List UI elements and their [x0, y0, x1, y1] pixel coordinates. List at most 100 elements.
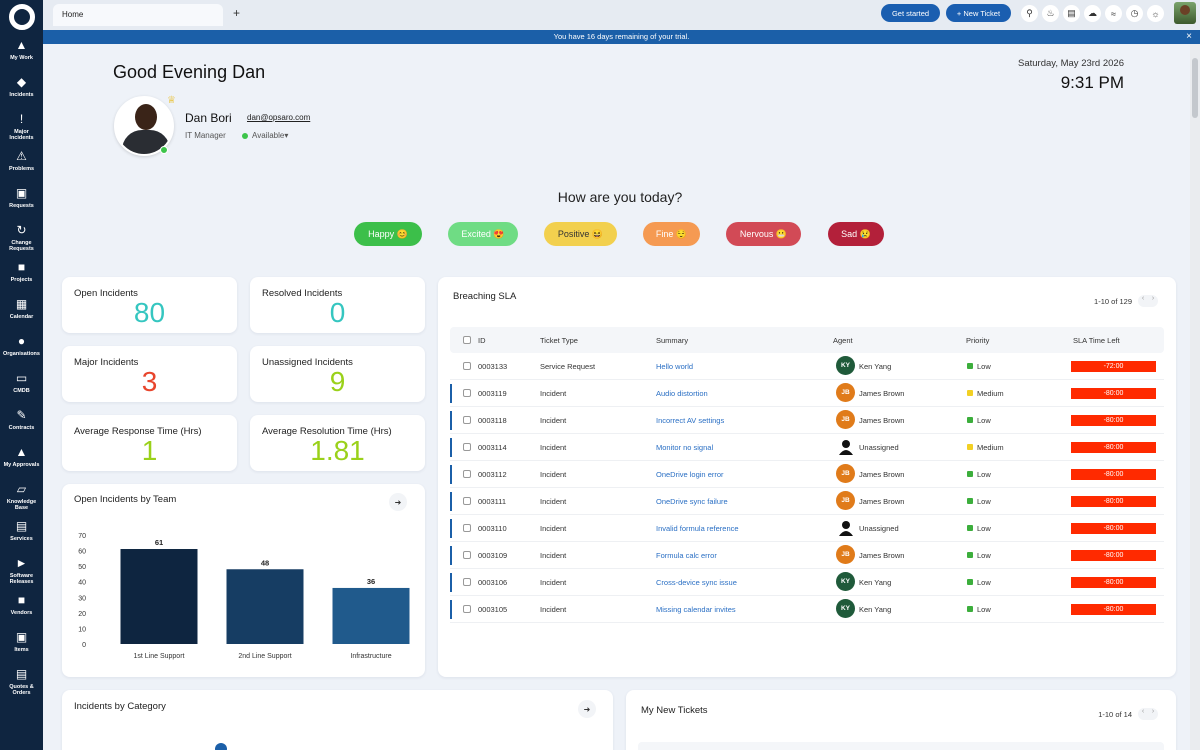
row-checkbox[interactable]: [463, 389, 471, 397]
ticket-id: 0003118: [478, 416, 507, 425]
search-icon[interactable]: ⚲: [1021, 5, 1038, 22]
row-checkbox[interactable]: [463, 497, 471, 505]
table-row[interactable]: 0003105 Incident Missing calendar invites K…: [450, 596, 1164, 623]
row-checkbox[interactable]: [463, 551, 471, 559]
sidebar-item-vendors[interactable]: ■ Vendors: [0, 592, 43, 629]
row-checkbox[interactable]: [463, 524, 471, 532]
clipboard-icon[interactable]: ▤: [1063, 5, 1080, 22]
sidebar-item-my-approvals[interactable]: ▲ My Approvals: [0, 444, 43, 481]
clock-icon[interactable]: ◷: [1126, 5, 1143, 22]
scrollbar[interactable]: [1190, 44, 1200, 750]
sidebar-item-organisations[interactable]: ● Organisations: [0, 333, 43, 370]
sidebar-item-calendar[interactable]: ▦ Calendar: [0, 296, 43, 333]
user-avatar-thumb[interactable]: [1174, 2, 1196, 24]
sidebar-item-requests[interactable]: ▣ Requests: [0, 185, 43, 222]
sidebar-item-change-requests[interactable]: ↻ Change Requests: [0, 222, 43, 259]
mood-button-1[interactable]: Happy 😊: [354, 222, 422, 246]
sidebar-item-incidents[interactable]: ◆ Incidents: [0, 74, 43, 111]
row-checkbox[interactable]: [463, 470, 471, 478]
sidebar-item-my-work[interactable]: ▲ My Work: [0, 37, 43, 74]
ticket-summary-link[interactable]: Monitor no signal: [656, 443, 714, 452]
chevron-right-icon[interactable]: ›: [1151, 708, 1155, 715]
table-row[interactable]: 0003111 Incident OneDrive sync failure JB Ja…: [450, 488, 1164, 515]
stat-card-avg-resolution[interactable]: Average Resolution Time (Hrs) 1.81: [250, 415, 425, 471]
scrollbar-thumb[interactable]: [1192, 58, 1198, 118]
chevron-left-icon[interactable]: ‹: [1141, 708, 1145, 715]
select-all-checkbox[interactable]: [463, 336, 471, 344]
row-checkbox[interactable]: [463, 362, 471, 370]
user-email-link[interactable]: dan@opsaro.com: [247, 113, 311, 122]
mood-button-6[interactable]: Sad 😢: [828, 222, 884, 246]
table-row[interactable]: 0003109 Incident Formula calc error JB James…: [450, 542, 1164, 569]
ticket-summary-link[interactable]: OneDrive login error: [656, 470, 724, 479]
sidebar-item-knowledge-base[interactable]: ▱ Knowledge Base: [0, 481, 43, 518]
ticket-summary-link[interactable]: Cross-device sync issue: [656, 578, 737, 587]
stat-card-resolved-incidents[interactable]: Resolved Incidents 0: [250, 277, 425, 333]
availability-dropdown[interactable]: Available ▾: [242, 131, 288, 140]
column-header[interactable]: ID: [478, 336, 486, 345]
tab-home[interactable]: Home: [53, 4, 223, 26]
bar-infrastructure[interactable]: [332, 587, 410, 644]
sidebar-item-major-incidents[interactable]: ! Major Incidents: [0, 111, 43, 148]
sidebar-item-software-releases[interactable]: ► Software Releases: [0, 555, 43, 592]
stat-card-unassigned-incidents[interactable]: Unassigned Incidents 9: [250, 346, 425, 402]
stat-card-avg-response[interactable]: Average Response Time (Hrs) 1: [62, 415, 237, 471]
lightbulb-icon[interactable]: ☼: [1147, 5, 1164, 22]
row-checkbox[interactable]: [463, 605, 471, 613]
sidebar-item-label: Software Releases: [9, 573, 34, 585]
sidebar-item-label: Change Requests: [9, 240, 34, 252]
column-header[interactable]: Ticket Type: [540, 336, 578, 345]
get-started-button[interactable]: Get started: [881, 4, 940, 22]
chevron-left-icon[interactable]: ‹: [1141, 295, 1145, 302]
bar-2nd-line-support[interactable]: [226, 569, 304, 644]
table-row[interactable]: 0003119 Incident Audio distortion JB James B…: [450, 380, 1164, 407]
pager-nav[interactable]: ‹ ›: [1138, 708, 1158, 720]
sidebar-item-items[interactable]: ▣ Items: [0, 629, 43, 666]
chevron-right-icon[interactable]: ›: [1151, 295, 1155, 302]
sidebar-item-projects[interactable]: ■ Projects: [0, 259, 43, 296]
row-checkbox[interactable]: [463, 416, 471, 424]
table-row[interactable]: 0003112 Incident OneDrive login error JB Jam…: [450, 461, 1164, 488]
ticket-summary-link[interactable]: Missing calendar invites: [656, 605, 736, 614]
ticket-summary-link[interactable]: Hello world: [656, 362, 694, 371]
column-header[interactable]: Summary: [656, 336, 689, 345]
sidebar-item-problems[interactable]: ⚠ Problems: [0, 148, 43, 185]
column-header[interactable]: SLA Time Left: [1073, 336, 1120, 345]
sidebar-item-cmdb[interactable]: ▭ CMDB: [0, 370, 43, 407]
add-tab-button[interactable]: +: [233, 6, 241, 20]
stat-card-major-incidents[interactable]: Major Incidents 3: [62, 346, 237, 402]
sidebar-item-quotes-orders[interactable]: ▤ Quotes & Orders: [0, 666, 43, 703]
table-row[interactable]: 0003133 Service Request Hello world KY Ken Y…: [450, 353, 1164, 380]
expand-arrow-icon[interactable]: ➜: [389, 493, 407, 511]
cloud-icon[interactable]: ☁: [1084, 5, 1101, 22]
sidebar-item-contracts[interactable]: ✎ Contracts: [0, 407, 43, 444]
row-checkbox[interactable]: [463, 443, 471, 451]
ticket-summary-link[interactable]: Formula calc error: [656, 551, 717, 560]
table-row[interactable]: 0003110 Incident Invalid formula reference…: [450, 515, 1164, 542]
column-header[interactable]: Priority: [966, 336, 990, 345]
stat-card-open-incidents[interactable]: Open Incidents 80: [62, 277, 237, 333]
app-logo[interactable]: [8, 4, 35, 30]
ticket-summary-link[interactable]: Invalid formula reference: [656, 524, 739, 533]
mood-button-4[interactable]: Fine 😌: [643, 222, 700, 246]
bar-1st-line-support[interactable]: [120, 549, 198, 644]
mood-button-2[interactable]: Excited 😍: [448, 222, 518, 246]
profile-avatar[interactable]: [114, 96, 174, 156]
pager-nav[interactable]: ‹ ›: [1138, 295, 1158, 307]
rss-icon[interactable]: ≈: [1105, 5, 1122, 22]
close-icon[interactable]: ×: [1186, 31, 1192, 42]
table-row[interactable]: 0003114 Incident Monitor no signal Unassign…: [450, 434, 1164, 461]
table-row[interactable]: 0003118 Incident Incorrect AV settings JB Ja…: [450, 407, 1164, 434]
new-ticket-button[interactable]: + New Ticket: [946, 4, 1011, 22]
column-header[interactable]: Agent: [833, 336, 853, 345]
ticket-summary-link[interactable]: Incorrect AV settings: [656, 416, 725, 425]
mood-button-5[interactable]: Nervous 😬: [726, 222, 801, 246]
expand-arrow-icon[interactable]: ➜: [578, 700, 596, 718]
bell-icon[interactable]: ♨: [1042, 5, 1059, 22]
mood-button-3[interactable]: Positive 😆: [544, 222, 617, 246]
table-row[interactable]: 0003106 Incident Cross-device sync issue KY…: [450, 569, 1164, 596]
ticket-summary-link[interactable]: OneDrive sync failure: [656, 497, 728, 506]
sidebar-item-services[interactable]: ▤ Services: [0, 518, 43, 555]
row-checkbox[interactable]: [463, 578, 471, 586]
ticket-summary-link[interactable]: Audio distortion: [656, 389, 708, 398]
